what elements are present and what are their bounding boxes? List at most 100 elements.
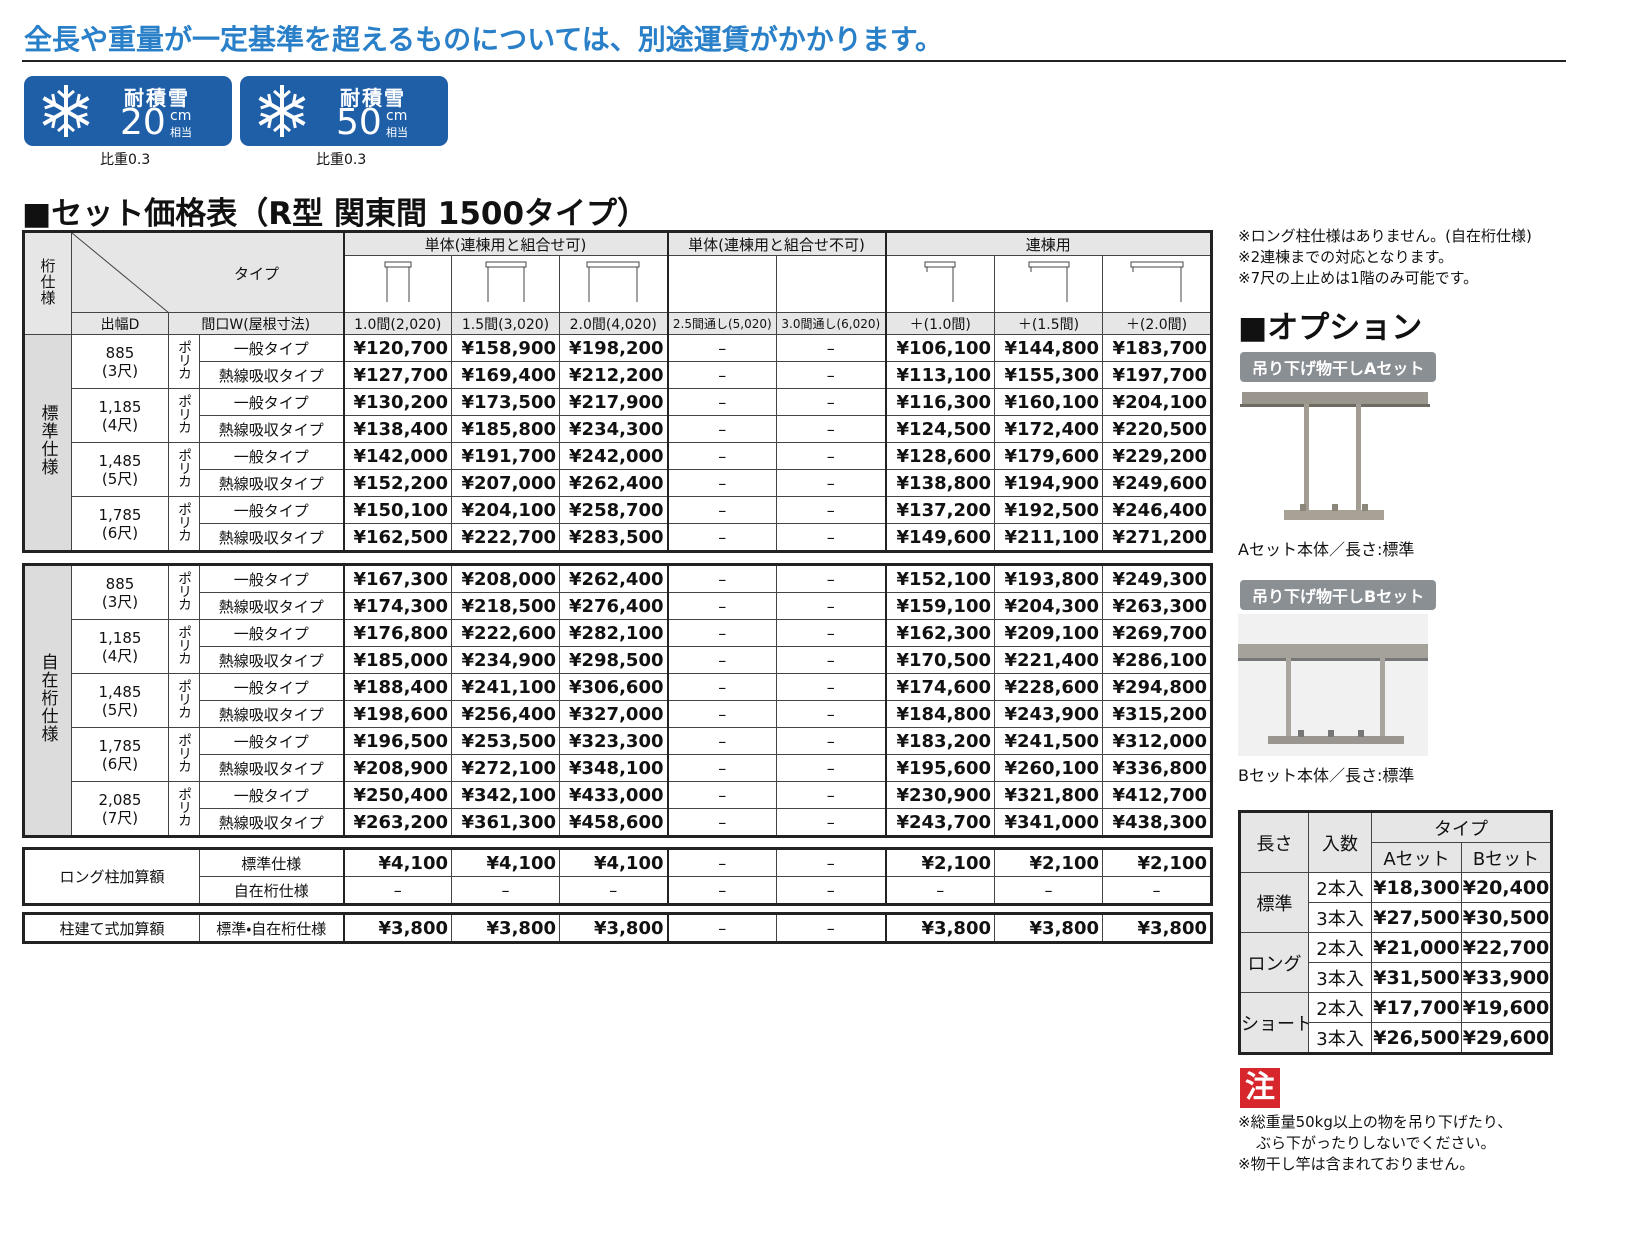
price-cell: ¥120,700 bbox=[342, 334, 452, 362]
price-cell: ¥183,200 bbox=[884, 727, 995, 755]
price-cell: ¥162,300 bbox=[884, 619, 995, 647]
option-row: 3本入 ¥26,500 ¥29,600 bbox=[1240, 1022, 1552, 1054]
type-cell: 熱線吸収タイプ bbox=[199, 808, 344, 837]
price-cell: ¥412,700 bbox=[1102, 781, 1212, 809]
depth-cell: 1,485 (5尺) bbox=[71, 673, 169, 728]
column-label: ＋(1.5間) bbox=[994, 312, 1104, 335]
note-line: ※2連棟までの対応となります。 bbox=[1238, 248, 1454, 266]
price-cell: ¥220,500 bbox=[1102, 415, 1213, 443]
length-cell: ロング bbox=[1239, 932, 1309, 993]
price-cell: ¥179,600 bbox=[994, 442, 1104, 470]
price-cell: – bbox=[776, 700, 886, 728]
price-row: 標準仕様 885 (3尺) ポリカ 一般タイプ ¥120,700 ¥158,900 ¥198,… bbox=[23, 334, 1213, 552]
price-cell: ¥242,000 bbox=[558, 442, 669, 470]
price-cell: – bbox=[776, 646, 886, 674]
price-cell: ¥155,300 bbox=[994, 361, 1104, 389]
column-label: ＋(1.0間) bbox=[884, 312, 996, 335]
price-cell: ¥191,700 bbox=[451, 442, 560, 470]
price-cell: – bbox=[666, 361, 778, 389]
price-cell: – bbox=[666, 469, 778, 497]
price-cell: – bbox=[776, 334, 887, 362]
price-cell: ¥241,500 bbox=[994, 727, 1103, 755]
price-cell: ¥127,700 bbox=[342, 361, 452, 389]
section-text: 標準仕様 bbox=[37, 404, 58, 476]
price-cell: ¥249,300 bbox=[1102, 564, 1212, 593]
column-label: 2.0間(4,020) bbox=[558, 312, 669, 335]
price-cell: ¥185,800 bbox=[451, 415, 560, 443]
price-cell: ¥243,700 bbox=[884, 808, 995, 837]
material-text: ポリカ bbox=[176, 394, 192, 433]
type-cell: 熱線吸収タイプ bbox=[199, 700, 344, 728]
frame-icon bbox=[485, 261, 526, 302]
price-row: 熱線吸収タイプ ¥185,000 ¥234,900 ¥298,500– – ¥170,50… bbox=[24, 646, 1212, 674]
type-cell: 熱線吸収タイプ bbox=[199, 523, 344, 552]
type-cell: 一般タイプ bbox=[199, 496, 344, 524]
section-text: 自在桁仕様 bbox=[37, 653, 58, 743]
price-cell: – bbox=[776, 619, 886, 647]
price-cell: ¥230,900 bbox=[884, 781, 995, 809]
price-cell: ¥208,900 bbox=[342, 754, 452, 782]
price-cell: ¥26,500 bbox=[1371, 1022, 1462, 1054]
price-cell: ¥218,500 bbox=[451, 592, 560, 620]
type-cell: 一般タイプ bbox=[199, 727, 344, 755]
price-cell: ¥138,400 bbox=[342, 415, 452, 443]
extra-type: 標準仕様 bbox=[199, 848, 344, 877]
price-cell: ¥21,000 bbox=[1371, 932, 1462, 963]
price-cell: – bbox=[666, 781, 777, 809]
width-header: 間口W(屋根寸法) bbox=[168, 312, 344, 335]
price-cell: ¥286,100 bbox=[1102, 646, 1212, 674]
price-cell: ¥27,500 bbox=[1371, 902, 1462, 933]
price-cell: ¥361,300 bbox=[451, 808, 560, 837]
depth-cell: 2,085 (7尺) bbox=[71, 781, 169, 837]
type-cell: 熱線吸収タイプ bbox=[199, 469, 344, 497]
price-cell: ¥33,900 bbox=[1461, 962, 1552, 993]
price-cell: ¥263,200 bbox=[342, 808, 452, 837]
depth-cell: 1,785 (6尺) bbox=[71, 496, 169, 552]
price-cell: ¥234,300 bbox=[558, 415, 669, 443]
price-cell: ¥204,100 bbox=[1102, 388, 1213, 416]
price-row: 熱線吸収タイプ ¥162,500 ¥222,700 ¥283,500– – ¥149,60… bbox=[24, 523, 1213, 552]
depth-shaku: (5尺) bbox=[101, 469, 139, 488]
price-cell: ¥458,600 bbox=[559, 808, 668, 837]
option-caption: Aセット本体／長さ:標準 bbox=[1238, 540, 1415, 559]
count-header: 入数 bbox=[1308, 811, 1372, 873]
price-cell: – bbox=[666, 754, 777, 782]
price-cell: ¥172,400 bbox=[994, 415, 1104, 443]
extra-label: ロング柱加算額 bbox=[23, 848, 200, 905]
price-cell: ¥188,400 bbox=[342, 673, 452, 701]
price-cell: ¥221,400 bbox=[994, 646, 1103, 674]
price-cell: – bbox=[666, 334, 778, 362]
column-label: 1.0間(2,020) bbox=[342, 312, 452, 335]
caution-line: ※物干し竿は含まれておりません。 bbox=[1238, 1155, 1475, 1173]
price-cell: ¥258,700 bbox=[558, 496, 669, 524]
price-cell: ¥170,500 bbox=[884, 646, 995, 674]
depth-value: 1,185 bbox=[98, 397, 142, 416]
note-line: ※ロング柱仕様はありません。(自在桁仕様) bbox=[1238, 227, 1532, 245]
count-cell: 3本入 bbox=[1308, 962, 1372, 993]
depth-value: 1,485 bbox=[98, 682, 142, 701]
price-cell: ¥294,800 bbox=[1102, 673, 1212, 701]
notes: ※ロング柱仕様はありません。(自在桁仕様) ※2連棟までの対応となります。 ※7尺の… bbox=[1238, 226, 1532, 289]
price-cell: ¥162,500 bbox=[342, 523, 452, 552]
depth-shaku: (5尺) bbox=[101, 700, 139, 719]
icon-cell bbox=[1102, 255, 1213, 313]
frame-icon bbox=[924, 261, 956, 302]
price-cell: ¥149,600 bbox=[884, 523, 996, 552]
material-text: ポリカ bbox=[176, 679, 192, 718]
price-cell: ¥152,100 bbox=[884, 564, 995, 593]
option-row: ショート 2本入 ¥17,700 ¥19,600 bbox=[1239, 992, 1552, 1054]
price-cell: ¥241,100 bbox=[451, 673, 560, 701]
depth-value: 1,485 bbox=[98, 451, 142, 470]
option-caption: Bセット本体／長さ:標準 bbox=[1238, 766, 1415, 785]
caution-line: ※総重量50kg以上の物を吊り下げたり、 bbox=[1238, 1113, 1513, 1131]
price-cell: ¥144,800 bbox=[994, 334, 1104, 362]
diagonal bbox=[72, 233, 168, 312]
depth-shaku: (6尺) bbox=[101, 523, 139, 542]
caution-line: ぶら下がったりしないでください。 bbox=[1256, 1134, 1496, 1152]
badge-label: 耐積雪 bbox=[124, 86, 190, 110]
price-cell: ¥128,600 bbox=[884, 442, 996, 470]
type-cell: 一般タイプ bbox=[199, 564, 344, 593]
price-grid: 桁仕様 タイプ 単体(連棟用と組合せ可) 単体(連棟用と組合せ不可) 連棟用 出幅D 間口W… bbox=[22, 230, 1214, 553]
price-cell: ¥198,200 bbox=[558, 334, 669, 362]
column-label: ＋(2.0間) bbox=[1102, 312, 1213, 335]
